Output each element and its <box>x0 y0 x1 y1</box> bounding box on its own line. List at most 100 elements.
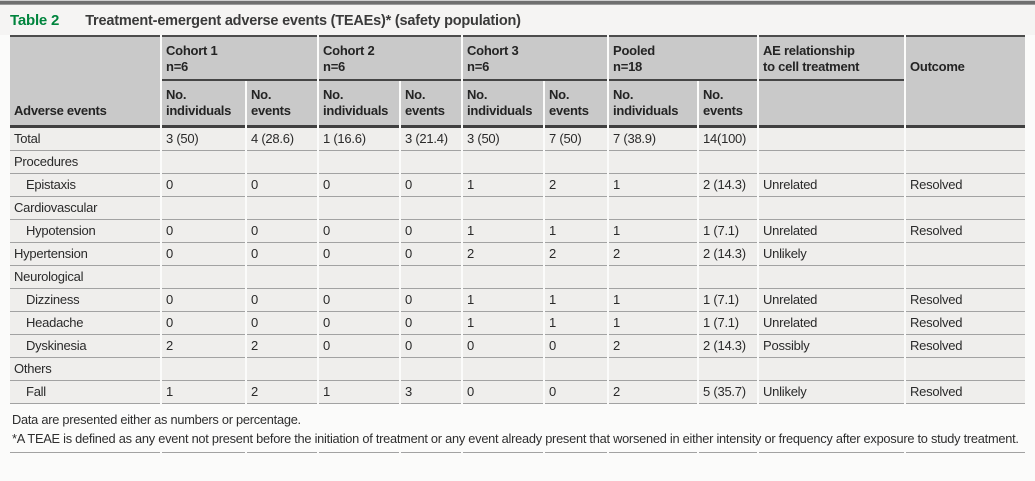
cell: 1 <box>162 381 245 404</box>
cohort-3-n: n=6 <box>467 59 490 74</box>
cell <box>699 266 758 289</box>
cell: 0 <box>162 220 245 243</box>
cell-relationship <box>759 128 905 151</box>
cell <box>699 358 758 381</box>
cell <box>247 151 318 174</box>
row-label: Hypertension <box>10 243 160 266</box>
cell: 0 <box>319 243 400 266</box>
cell: 5 (35.7) <box>699 381 758 404</box>
cell: 3 (50) <box>162 128 245 151</box>
cell: 0 <box>319 174 400 197</box>
cell <box>463 151 544 174</box>
row-label: Cardiovascular <box>10 197 160 220</box>
cell: 2 <box>247 335 318 358</box>
footnote-row: Data are presented either as numbers or … <box>10 404 1026 452</box>
cell <box>319 358 400 381</box>
cell-outcome <box>906 151 1026 174</box>
table-row-category: Neurological <box>10 266 1026 289</box>
cell: 0 <box>162 243 245 266</box>
cell-outcome <box>906 266 1026 289</box>
cell <box>545 358 608 381</box>
table-row-total: Total 3 (50) 4 (28.6) 1 (16.6) 3 (21.4) … <box>10 128 1026 151</box>
cell <box>609 197 698 220</box>
cell-relationship <box>759 358 905 381</box>
cell: 0 <box>545 381 608 404</box>
cell: 0 <box>319 335 400 358</box>
cell-relationship: Unrelated <box>759 289 905 312</box>
table-row-category: Cardiovascular <box>10 197 1026 220</box>
cell <box>247 358 318 381</box>
cell: 0 <box>401 289 462 312</box>
cell-relationship: Unrelated <box>759 220 905 243</box>
header-cohort-1: Cohort 1 n=6 <box>162 35 318 81</box>
cell-outcome: Resolved <box>906 174 1026 197</box>
cell <box>699 151 758 174</box>
header-c2-individuals: No. individuals <box>319 81 400 128</box>
cell: 0 <box>401 312 462 335</box>
cell <box>162 197 245 220</box>
table-row: Fall 1 2 1 3 0 0 2 5 (35.7) Unlikely Res… <box>10 381 1026 404</box>
cell: 1 <box>545 312 608 335</box>
cell-relationship: Unrelated <box>759 174 905 197</box>
footnotes: Data are presented either as numbers or … <box>10 404 1026 452</box>
header-c3-events: No. events <box>545 81 608 128</box>
cell: 0 <box>162 289 245 312</box>
cell-relationship <box>759 266 905 289</box>
cell: 0 <box>401 174 462 197</box>
cell-outcome <box>906 358 1026 381</box>
cell: 7 (38.9) <box>609 128 698 151</box>
cell: 1 <box>463 174 544 197</box>
pooled-n: n=18 <box>613 59 643 74</box>
cell: 0 <box>463 381 544 404</box>
cell <box>545 266 608 289</box>
table-row: Headache 0 0 0 0 1 1 1 1 (7.1) Unrelated… <box>10 312 1026 335</box>
header-outcome-empty <box>906 81 1026 128</box>
row-label: Neurological <box>10 266 160 289</box>
cell <box>162 151 245 174</box>
cohort-1-name: Cohort 1 <box>166 43 218 58</box>
cell <box>162 358 245 381</box>
cell <box>463 358 544 381</box>
cell <box>463 266 544 289</box>
cell-relationship <box>759 197 905 220</box>
cell: 1 <box>609 289 698 312</box>
cell: 1 (16.6) <box>319 128 400 151</box>
cell: 0 <box>545 335 608 358</box>
header-cohort-3: Cohort 3 n=6 <box>463 35 608 81</box>
cell: 4 (28.6) <box>247 128 318 151</box>
cell: 2 <box>463 243 544 266</box>
cell <box>545 151 608 174</box>
footnote-teae-definition: *A TEAE is defined as any event not pres… <box>12 431 1019 446</box>
header-spacer <box>10 35 160 81</box>
row-label: Hypotension <box>10 220 160 243</box>
cell: 2 (14.3) <box>699 174 758 197</box>
adverse-events-table: Cohort 1 n=6 Cohort 2 n=6 Cohort 3 n=6 P… <box>8 35 1027 453</box>
cell: 1 (7.1) <box>699 312 758 335</box>
cell <box>401 151 462 174</box>
header-c1-individuals: No. individuals <box>162 81 245 128</box>
cell-relationship: Unlikely <box>759 243 905 266</box>
cell <box>319 151 400 174</box>
cohort-3-name: Cohort 3 <box>467 43 519 58</box>
header-outcome: Outcome <box>906 35 1026 81</box>
cell-outcome: Resolved <box>906 381 1026 404</box>
cohort-2-name: Cohort 2 <box>323 43 375 58</box>
cell-outcome <box>906 197 1026 220</box>
cell: 0 <box>401 220 462 243</box>
cell: 1 (7.1) <box>699 220 758 243</box>
cell: 1 <box>609 312 698 335</box>
row-label: Dyskinesia <box>10 335 160 358</box>
header-c3-individuals: No. individuals <box>463 81 544 128</box>
header-sub-row: Adverse events No. individuals No. events … <box>10 81 1026 128</box>
cell <box>609 358 698 381</box>
cell: 3 (50) <box>463 128 544 151</box>
cell: 2 <box>545 243 608 266</box>
table-row-category: Procedures <box>10 151 1026 174</box>
cell: 2 (14.3) <box>699 243 758 266</box>
cell-outcome <box>906 243 1026 266</box>
cell <box>401 358 462 381</box>
row-label: Fall <box>10 381 160 404</box>
bottom-rule-row <box>10 452 1026 453</box>
cell-outcome: Resolved <box>906 312 1026 335</box>
